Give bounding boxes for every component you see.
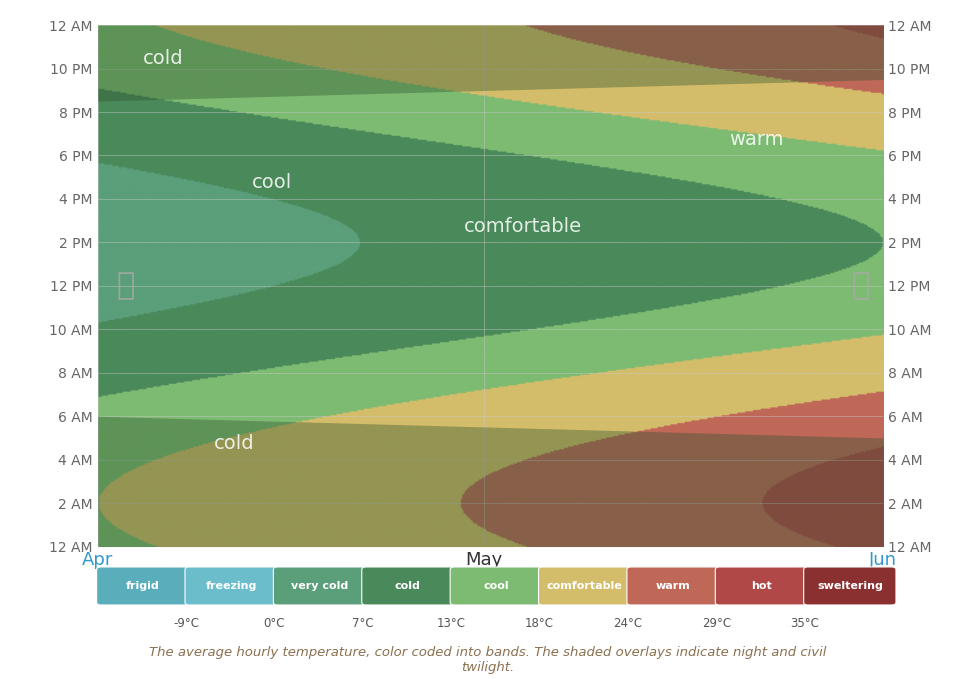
Text: The average hourly temperature, color coded into bands. The shaded overlays indi: The average hourly temperature, color co… <box>149 646 827 674</box>
Text: 〉: 〉 <box>851 272 870 300</box>
Text: -9°C: -9°C <box>173 617 199 630</box>
Text: freezing: freezing <box>206 581 257 591</box>
Text: comfortable: comfortable <box>464 217 582 236</box>
Text: 〈: 〈 <box>117 272 135 300</box>
Text: 7°C: 7°C <box>352 617 374 630</box>
Text: 35°C: 35°C <box>791 617 819 630</box>
Text: cold: cold <box>214 434 254 453</box>
Text: 29°C: 29°C <box>702 617 731 630</box>
Text: cool: cool <box>252 173 293 192</box>
Text: 13°C: 13°C <box>436 617 466 630</box>
Text: sweltering: sweltering <box>817 581 882 591</box>
Text: cool: cool <box>483 581 509 591</box>
Text: cold: cold <box>395 581 421 591</box>
Text: warm: warm <box>656 581 690 591</box>
Text: cold: cold <box>142 50 183 68</box>
Text: frigid: frigid <box>126 581 160 591</box>
Text: very cold: very cold <box>291 581 348 591</box>
Text: 18°C: 18°C <box>525 617 554 630</box>
Text: 24°C: 24°C <box>613 617 642 630</box>
Text: warm: warm <box>729 130 783 149</box>
Text: 0°C: 0°C <box>264 617 285 630</box>
Text: hot: hot <box>752 581 772 591</box>
Text: comfortable: comfortable <box>547 581 623 591</box>
